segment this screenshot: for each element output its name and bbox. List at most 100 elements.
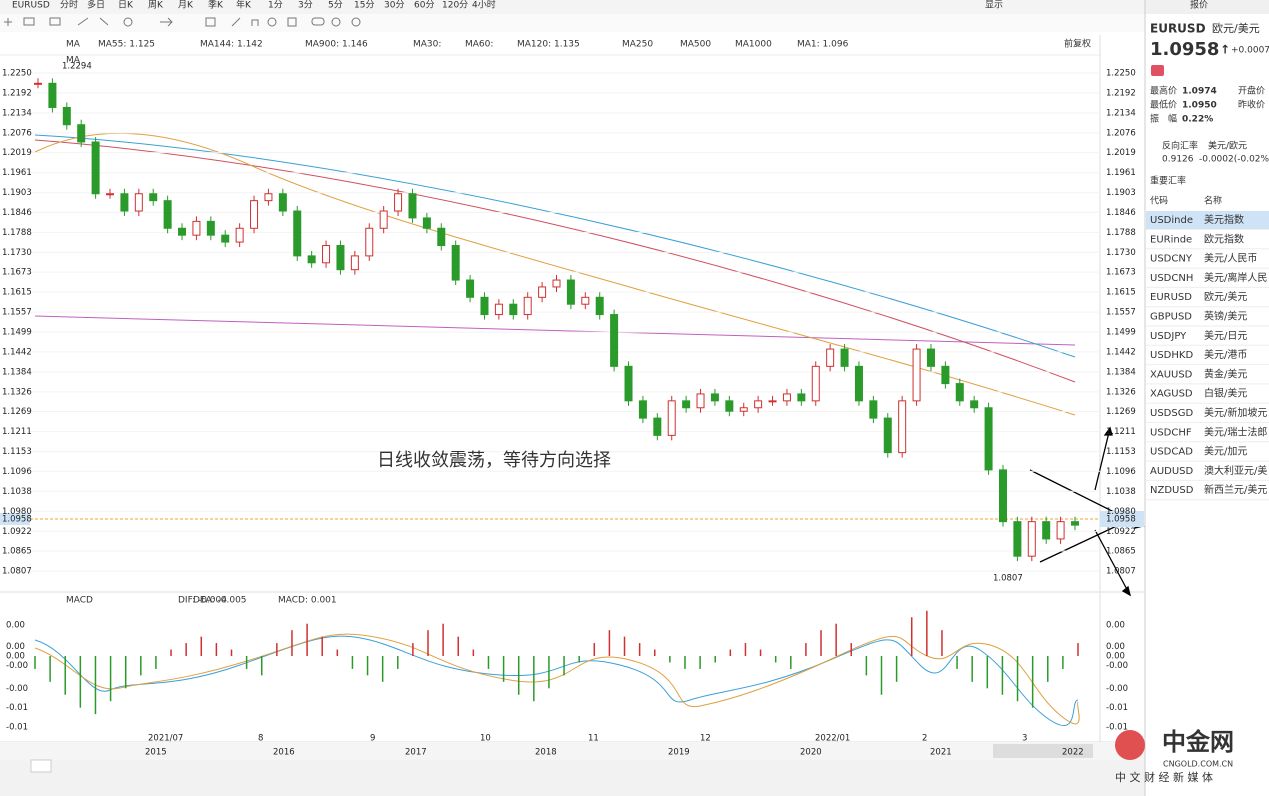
row-code[interactable]: USDSGD bbox=[1150, 408, 1193, 419]
row-code[interactable]: XAGUSD bbox=[1150, 389, 1193, 400]
candle bbox=[610, 314, 619, 367]
watermark-slogan: 中 文 财 经 新 媒 体 bbox=[1115, 770, 1213, 784]
row-name[interactable]: 澳大利亚元/美 bbox=[1204, 464, 1267, 477]
candle bbox=[595, 296, 604, 316]
candle bbox=[710, 393, 719, 402]
row-code[interactable]: EURUSD bbox=[1150, 292, 1192, 303]
stat-value: 1.0974 bbox=[1182, 87, 1217, 97]
candle bbox=[34, 82, 42, 85]
y-tick-label: 1.0865 bbox=[2, 546, 32, 556]
row-code[interactable]: GBPUSD bbox=[1150, 312, 1192, 323]
row-name[interactable]: 欧元/美元 bbox=[1204, 290, 1247, 303]
candle bbox=[955, 383, 964, 402]
candle bbox=[883, 417, 892, 454]
row-code[interactable]: USDJPY bbox=[1150, 331, 1187, 342]
y-tick-label-right: 1.1673 bbox=[1106, 268, 1136, 278]
row-name[interactable]: 新西兰元/美元 bbox=[1204, 483, 1267, 496]
y-tick-label-right: 1.1846 bbox=[1106, 208, 1136, 218]
row-code[interactable]: USDHKD bbox=[1150, 350, 1193, 361]
row-code[interactable]: USDCHF bbox=[1150, 427, 1192, 438]
y-tick-label: 1.1269 bbox=[2, 407, 32, 417]
row-code[interactable]: AUDUSD bbox=[1150, 466, 1194, 477]
row-code[interactable]: USDCNY bbox=[1150, 254, 1193, 265]
month-label: 12 bbox=[700, 734, 711, 744]
more-button[interactable] bbox=[30, 759, 52, 773]
candle bbox=[970, 400, 979, 409]
macd-item: DEA: -0.005 bbox=[193, 596, 247, 606]
row-code[interactable]: XAUUSD bbox=[1150, 369, 1193, 380]
range-slider[interactable] bbox=[993, 744, 1093, 758]
candle bbox=[739, 407, 748, 412]
candle bbox=[365, 227, 374, 257]
row-name[interactable]: 美元/瑞士法郎 bbox=[1204, 425, 1267, 438]
row-code[interactable]: USDCAD bbox=[1150, 447, 1193, 458]
candle bbox=[437, 227, 446, 247]
y-tick-label: 1.2134 bbox=[2, 108, 32, 118]
y-tick-label-right: 1.2019 bbox=[1106, 148, 1136, 158]
candle bbox=[149, 193, 158, 202]
year-label: 2015 bbox=[145, 748, 167, 758]
row-name[interactable]: 黄金/美元 bbox=[1204, 367, 1247, 380]
candle bbox=[307, 255, 316, 264]
candle bbox=[638, 400, 647, 419]
row-name[interactable]: 美元/日元 bbox=[1204, 329, 1247, 342]
stat-label-right: 昨收价 bbox=[1238, 99, 1265, 111]
row-name[interactable]: 美元/新加坡元 bbox=[1204, 406, 1267, 419]
candle bbox=[581, 296, 590, 305]
y-tick-label-right: 1.2076 bbox=[1106, 129, 1136, 139]
row-code[interactable]: USDCNH bbox=[1150, 273, 1193, 284]
candle bbox=[1042, 521, 1051, 540]
row-name[interactable]: 美元/加元 bbox=[1204, 445, 1247, 458]
panel-tab-bar bbox=[1145, 0, 1269, 14]
month-label: 2 bbox=[922, 734, 927, 744]
reverse-name: 美元/欧元 bbox=[1208, 140, 1247, 152]
left-price-highlight bbox=[0, 513, 30, 525]
year-label: 2019 bbox=[668, 748, 690, 758]
y-tick-label: 1.1557 bbox=[2, 308, 32, 318]
current-price-left: 1.0958 bbox=[2, 515, 32, 525]
macd-item: DIF: -0.004 bbox=[178, 596, 227, 606]
legend-label: MA bbox=[66, 40, 81, 50]
y-tick-label: 1.1961 bbox=[2, 168, 32, 178]
candle bbox=[250, 200, 259, 229]
month-label: 2021/07 bbox=[148, 734, 183, 744]
row-name[interactable]: 欧元指数 bbox=[1204, 232, 1244, 245]
y-tick-label-right: 1.2192 bbox=[1106, 88, 1136, 98]
legend-sub: MA bbox=[66, 56, 81, 66]
row-name[interactable]: 美元指数 bbox=[1204, 213, 1244, 226]
macd-item: MACD: 0.001 bbox=[278, 596, 337, 606]
y-tick-label: 1.1615 bbox=[2, 288, 32, 298]
adjust-button: 前复权 bbox=[1064, 38, 1091, 50]
row-name[interactable]: 美元/离岸人民 bbox=[1204, 271, 1267, 284]
y-tick-label-right: 1.1788 bbox=[1106, 228, 1136, 238]
amp-value: 0.22% bbox=[1182, 115, 1213, 125]
macd-tick: 0.00 bbox=[6, 652, 25, 662]
row-code[interactable]: USDinde bbox=[1150, 215, 1193, 226]
candle bbox=[293, 210, 302, 257]
y-tick-label-right: 1.1499 bbox=[1106, 328, 1136, 338]
y-tick-label: 1.0980 bbox=[2, 507, 32, 517]
macd-tick: -0.00 bbox=[6, 661, 28, 671]
row-name[interactable]: 美元/港币 bbox=[1204, 348, 1247, 361]
candle bbox=[178, 227, 187, 236]
month-label: 10 bbox=[480, 734, 491, 744]
row-name[interactable]: 白银/美元 bbox=[1204, 387, 1247, 400]
period-tab: 多日 bbox=[87, 0, 105, 11]
y-tick-label: 1.1096 bbox=[2, 467, 32, 477]
row-name[interactable]: 英镑/美元 bbox=[1204, 310, 1247, 323]
favorite-icon[interactable] bbox=[1151, 65, 1164, 76]
row-code[interactable]: EURinde bbox=[1150, 234, 1192, 245]
row-name[interactable]: 美元/人民币 bbox=[1204, 252, 1257, 265]
selected-row[interactable] bbox=[1146, 211, 1269, 230]
reverse-label: 反向汇率 bbox=[1162, 140, 1198, 152]
row-code[interactable]: NZDUSD bbox=[1150, 485, 1194, 496]
candle bbox=[264, 193, 273, 202]
ma900-line bbox=[34, 315, 1076, 346]
candle bbox=[394, 193, 403, 212]
period-tab: 季K bbox=[208, 0, 224, 11]
candle bbox=[422, 217, 431, 229]
period-tab: 年K bbox=[236, 0, 252, 11]
period-tab: 1分 bbox=[268, 0, 283, 11]
candle bbox=[1056, 521, 1065, 540]
